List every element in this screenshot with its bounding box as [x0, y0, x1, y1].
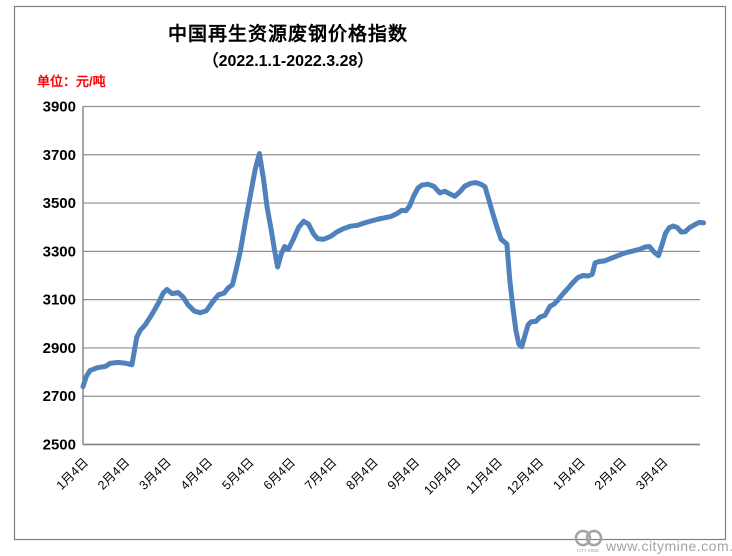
x-tick-label: 3月4日 — [633, 455, 670, 492]
x-tick-label: 8月4日 — [344, 455, 381, 492]
x-tick-label: 9月4日 — [385, 455, 422, 492]
x-tick-label: 6月4日 — [261, 455, 298, 492]
y-tick-label: 2700 — [43, 388, 76, 405]
x-tick-label: 7月4日 — [302, 455, 339, 492]
x-tick-label: 5月4日 — [219, 455, 256, 492]
x-tick-label: 4月4日 — [178, 455, 215, 492]
chart-subtitle: （2022.1.1-2022.3.28） — [202, 53, 374, 70]
y-tick-label: 2900 — [43, 340, 76, 357]
x-tick-label: 1月4日 — [54, 455, 91, 492]
y-tick-label: 3100 — [43, 292, 76, 309]
unit-label: 单位：元/吨 — [37, 74, 106, 89]
y-tick-label: 3500 — [43, 195, 76, 212]
y-tick-label: 3300 — [43, 243, 76, 260]
y-tick-label: 2500 — [43, 437, 76, 454]
citymine-logo-caption: CITY MINE — [577, 548, 600, 553]
x-tick-label: 3月4日 — [137, 455, 174, 492]
price-line — [80, 151, 707, 390]
x-tick-label: 2月4日 — [95, 455, 132, 492]
watermark-url: www.citymine.com.cn — [606, 538, 732, 554]
x-tick-label: 12月4日 — [504, 455, 546, 497]
x-tick-label: 11月4日 — [463, 455, 505, 497]
x-tick-label: 1月4日 — [551, 455, 588, 492]
y-tick-label: 3700 — [43, 147, 76, 164]
citymine-logo-icon — [574, 529, 592, 547]
outer-border — [13, 5, 727, 541]
y-tick-label: 3900 — [43, 99, 76, 116]
x-tick-label: 10月4日 — [421, 455, 463, 497]
x-tick-label: 2月4日 — [592, 455, 629, 492]
page-title: 中国再生资源废钢价格指数 — [167, 24, 409, 45]
citymine-logo-icon — [585, 529, 603, 547]
